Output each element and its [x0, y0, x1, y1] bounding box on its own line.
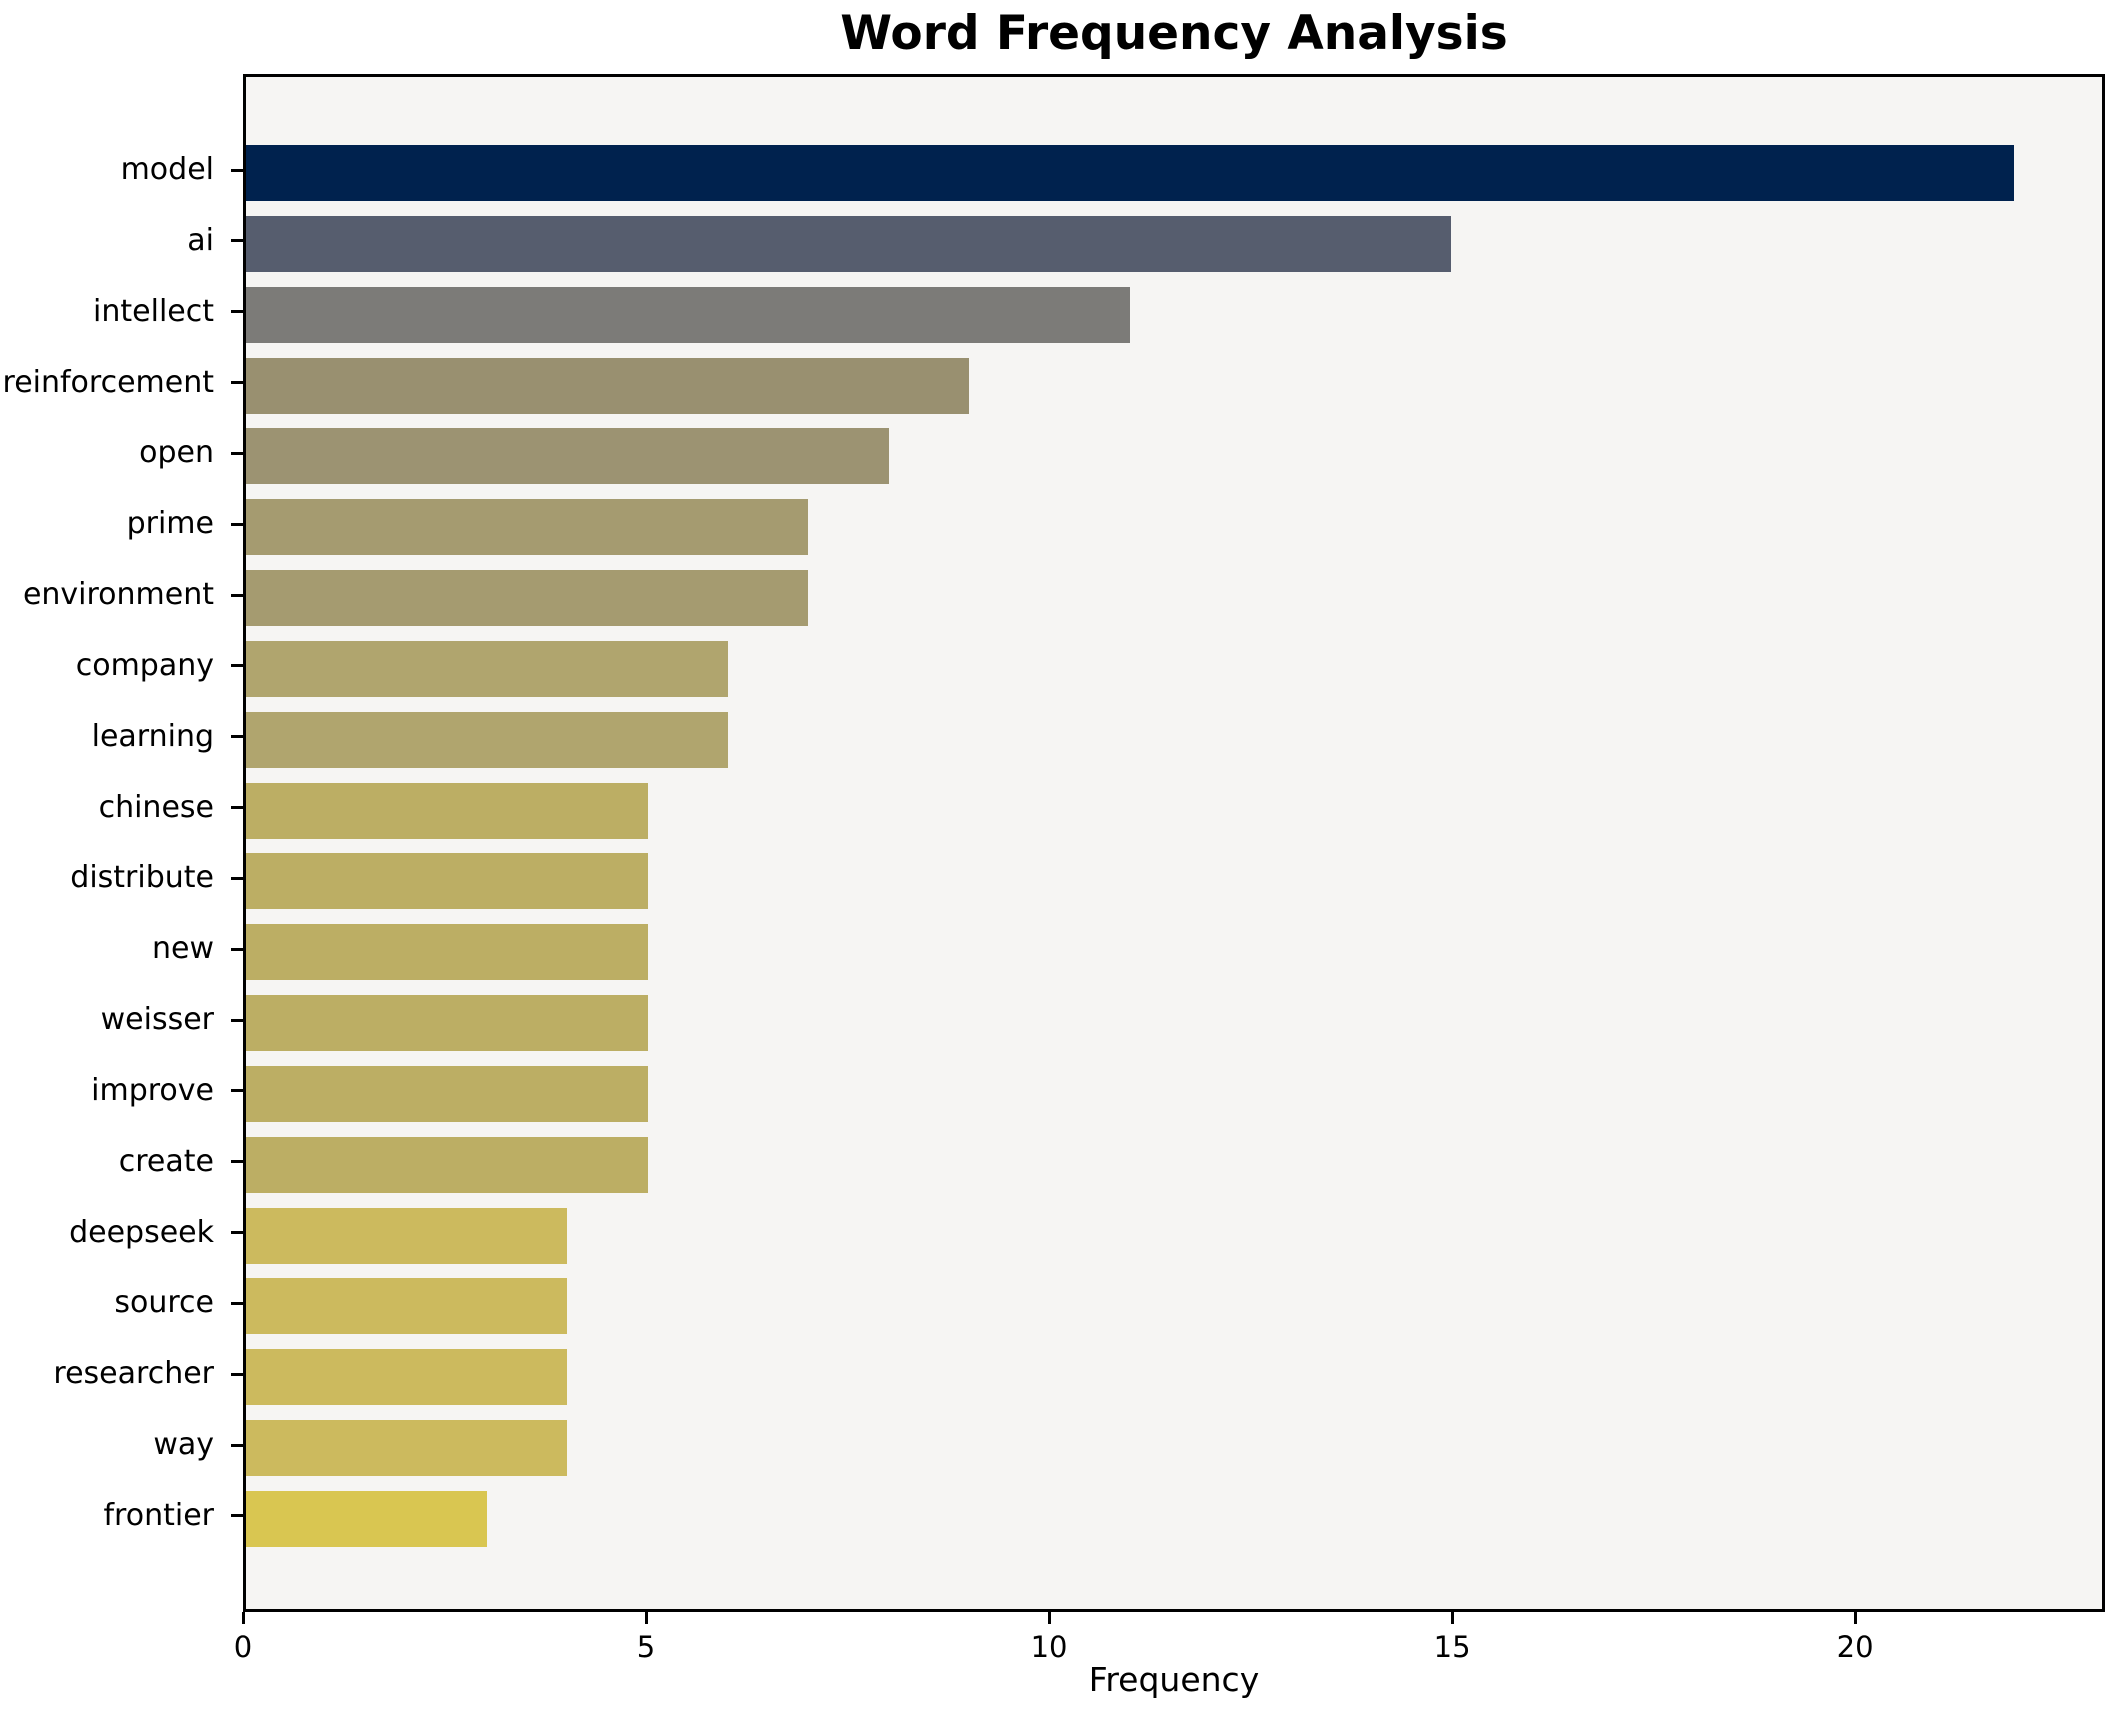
bar-open [246, 428, 889, 485]
y-tick-label-researcher: researcher [53, 1356, 214, 1392]
y-tick-label-frontier: frontier [103, 1497, 215, 1533]
x-tick-mark [1047, 1612, 1051, 1624]
y-tick-label-prime: prime [126, 506, 214, 542]
x-axis-label: Frequency [1088, 1660, 1260, 1699]
y-tick-mark [231, 947, 243, 951]
y-tick-label-company: company [75, 647, 214, 683]
y-tick-label-weisser: weisser [100, 1002, 214, 1038]
bar-source [246, 1278, 568, 1335]
y-tick-mark [231, 1514, 243, 1518]
bar-model [246, 145, 2014, 201]
y-tick-mark [231, 806, 243, 810]
y-tick-mark [231, 1089, 243, 1093]
y-tick-mark [231, 1018, 243, 1022]
bar-company [246, 640, 729, 697]
bar-reinforcement [246, 357, 970, 414]
y-tick-label-new: new [151, 931, 214, 967]
x-tick-mark [241, 1612, 245, 1624]
y-tick-label-intellect: intellect [93, 293, 214, 329]
y-tick-mark [231, 1231, 243, 1235]
y-tick-label-distribute: distribute [70, 860, 214, 896]
bar-new [246, 924, 648, 981]
y-tick-label-reinforcement: reinforcement [2, 364, 214, 400]
y-tick-mark [231, 1301, 243, 1305]
x-tick-label-0: 0 [233, 1630, 253, 1664]
y-tick-label-learning: learning [91, 718, 214, 754]
y-tick-label-way: way [153, 1427, 214, 1463]
y-tick-mark [231, 168, 243, 172]
bar-prime [246, 499, 809, 556]
x-tick-label-20: 20 [1836, 1630, 1874, 1664]
y-tick-label-source: source [114, 1285, 214, 1321]
bar-intellect [246, 286, 1130, 343]
x-tick-mark [1853, 1612, 1857, 1624]
bar-environment [246, 570, 809, 627]
bar-researcher [246, 1349, 568, 1406]
y-tick-label-model: model [120, 152, 214, 187]
bar-weisser [246, 995, 648, 1052]
bar-improve [246, 1065, 648, 1122]
x-tick-mark [1450, 1612, 1454, 1624]
y-tick-mark [231, 664, 243, 668]
y-tick-mark [231, 876, 243, 880]
x-tick-mark [644, 1612, 648, 1624]
x-tick-label-10: 10 [1030, 1630, 1068, 1664]
y-tick-label-improve: improve [91, 1072, 214, 1108]
bar-chinese [246, 782, 648, 839]
bar-ai [246, 215, 1452, 272]
y-tick-label-ai: ai [187, 222, 214, 258]
bar-frontier [246, 1490, 488, 1547]
x-tick-label-5: 5 [636, 1630, 656, 1664]
y-tick-mark [231, 239, 243, 243]
y-tick-label-deepseek: deepseek [69, 1214, 214, 1250]
y-tick-mark [231, 735, 243, 739]
y-tick-mark [231, 1372, 243, 1376]
y-tick-label-create: create [118, 1143, 214, 1179]
y-tick-mark [231, 1443, 243, 1447]
y-tick-label-chinese: chinese [98, 789, 214, 825]
y-tick-mark [231, 593, 243, 597]
y-tick-mark [231, 310, 243, 314]
bar-learning [246, 711, 729, 768]
plot-area [243, 74, 2105, 1612]
chart-title: Word Frequency Analysis [840, 6, 1508, 61]
y-tick-mark [231, 1160, 243, 1164]
y-tick-label-open: open [139, 435, 214, 471]
x-tick-label-15: 15 [1433, 1630, 1471, 1664]
bar-create [246, 1136, 648, 1193]
y-tick-label-environment: environment [22, 577, 214, 613]
y-tick-mark [231, 451, 243, 455]
bar-distribute [246, 853, 648, 910]
y-tick-mark [231, 381, 243, 385]
bar-way [246, 1420, 568, 1477]
bar-deepseek [246, 1207, 568, 1264]
y-tick-mark [231, 522, 243, 526]
